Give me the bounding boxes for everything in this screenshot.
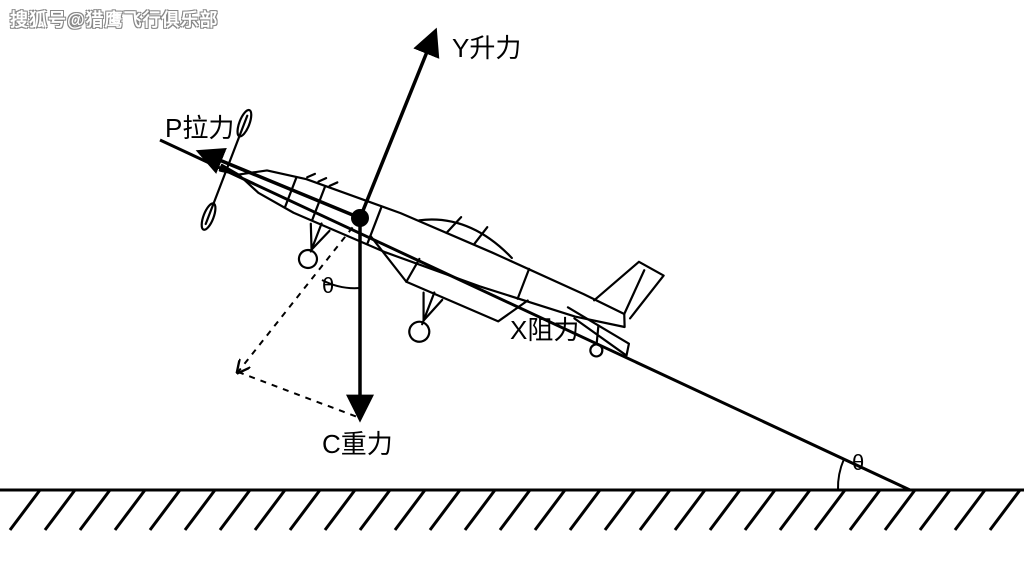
weight-parallelogram-a [238,372,360,418]
center-point [351,209,369,227]
thrust-arrow [200,152,360,218]
weight-parallel-component [238,218,360,372]
diagram-canvas: 搜狐号@猎鹰飞行俱乐部 [0,0,1024,575]
ground-hatching [10,490,1020,530]
ground-theta-arc [838,459,844,490]
lift-arrow [360,32,435,218]
theta-ground-label: θ [852,450,864,476]
weight-label: C重力 [322,424,393,461]
airplane-drawing [188,108,666,416]
theta-body-label: θ [322,273,334,299]
diagram-svg [0,0,1024,575]
drag-label: X阻力 [510,310,579,347]
thrust-label: P拉力 [165,108,234,145]
lift-label: Y升力 [452,28,521,65]
